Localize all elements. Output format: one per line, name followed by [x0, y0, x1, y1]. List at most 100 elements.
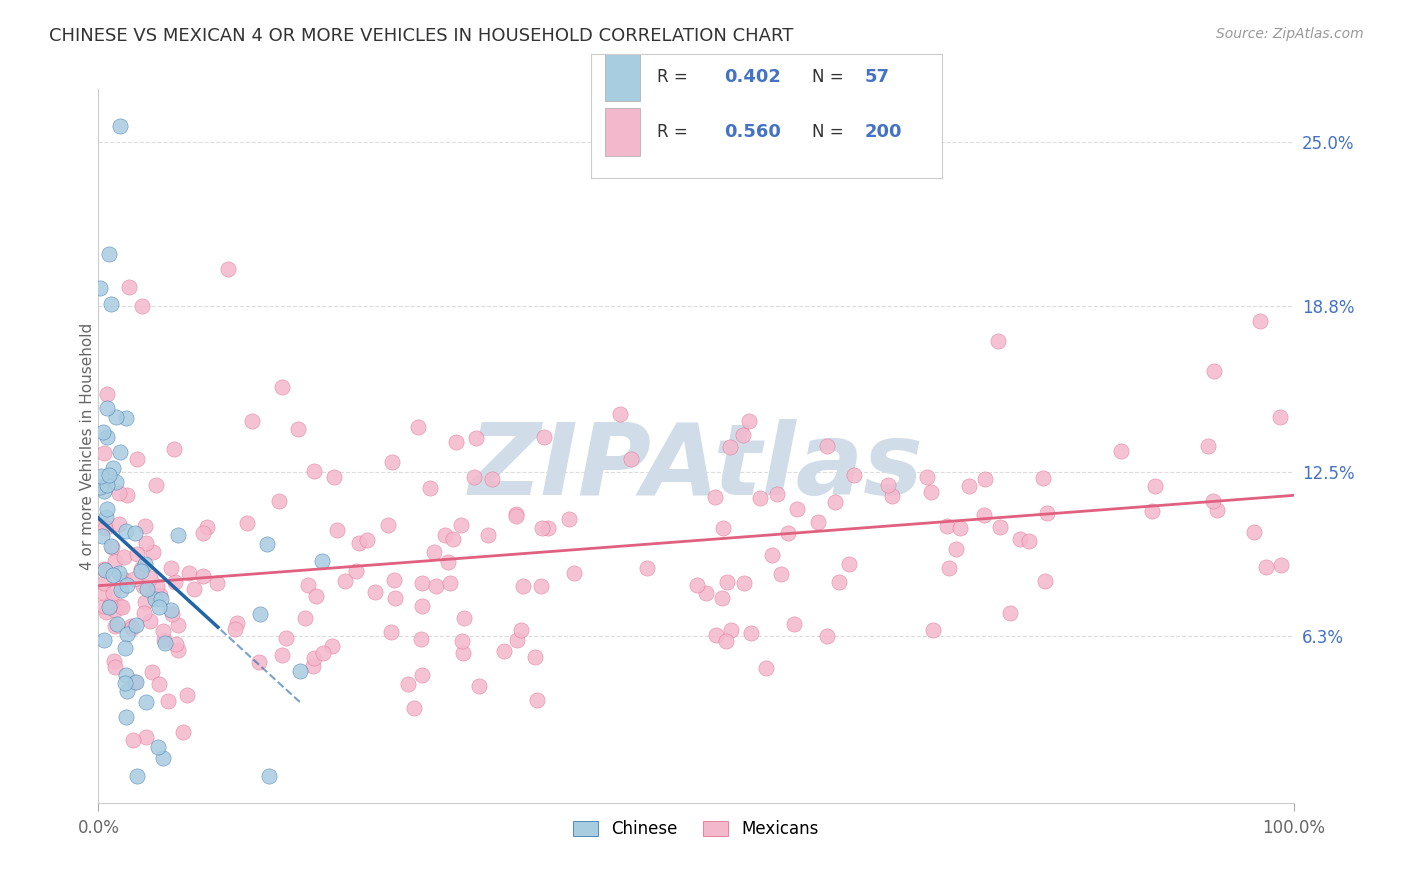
Text: CHINESE VS MEXICAN 4 OR MORE VEHICLES IN HOUSEHOLD CORRELATION CHART: CHINESE VS MEXICAN 4 OR MORE VEHICLES IN…	[49, 27, 793, 45]
Point	[134, 557, 156, 571]
Point	[842, 467, 865, 482]
Point	[104, 618, 127, 632]
Point	[1018, 534, 1040, 549]
Point	[142, 544, 165, 558]
Point	[256, 537, 278, 551]
Point	[93, 632, 115, 647]
Point	[776, 526, 799, 541]
Point	[148, 600, 170, 615]
Point	[269, 493, 291, 508]
Point	[110, 119, 132, 133]
Point	[1270, 409, 1292, 424]
Point	[377, 518, 399, 533]
Point	[111, 572, 134, 586]
Point	[115, 410, 138, 425]
Point	[125, 769, 148, 783]
Point	[711, 521, 734, 535]
Point	[1205, 502, 1227, 516]
Point	[1008, 533, 1031, 547]
Point	[326, 523, 349, 537]
Point	[226, 615, 249, 630]
Point	[177, 566, 200, 581]
Point	[131, 562, 153, 576]
Point	[451, 646, 474, 660]
Point	[807, 515, 830, 529]
Point	[922, 624, 945, 638]
Point	[89, 281, 111, 295]
Point	[236, 516, 259, 530]
Point	[271, 380, 294, 394]
Point	[287, 422, 309, 436]
Point	[711, 591, 734, 605]
Point	[104, 659, 127, 673]
Point	[110, 444, 132, 458]
Point	[526, 693, 548, 707]
Point	[207, 576, 229, 591]
Point	[686, 578, 709, 592]
Point	[915, 470, 938, 484]
Text: Source: ZipAtlas.com: Source: ZipAtlas.com	[1216, 27, 1364, 41]
Point	[347, 536, 370, 550]
Point	[142, 586, 165, 600]
Point	[450, 517, 472, 532]
Point	[197, 520, 219, 534]
Point	[533, 429, 555, 443]
Point	[108, 599, 131, 614]
Text: N =: N =	[813, 69, 849, 87]
Point	[304, 651, 326, 665]
Point	[439, 575, 461, 590]
Point	[160, 561, 183, 575]
Point	[411, 599, 433, 613]
Point	[89, 480, 111, 494]
Point	[558, 512, 581, 526]
Point	[153, 636, 176, 650]
Point	[115, 488, 138, 502]
Point	[524, 649, 547, 664]
Point	[716, 634, 738, 648]
Point	[636, 561, 658, 575]
Point	[411, 668, 433, 682]
Point	[125, 451, 148, 466]
Point	[160, 607, 183, 621]
Point	[738, 414, 761, 428]
Point	[143, 591, 166, 606]
Point	[132, 579, 155, 593]
Point	[451, 633, 474, 648]
Point	[131, 299, 153, 313]
Point	[249, 607, 271, 622]
Point	[191, 525, 214, 540]
Point	[115, 524, 138, 539]
Point	[93, 484, 115, 499]
Text: 57: 57	[865, 69, 890, 87]
Point	[176, 688, 198, 702]
Point	[134, 595, 156, 609]
Point	[104, 410, 127, 425]
Point	[344, 564, 367, 578]
Point	[153, 633, 176, 648]
Point	[224, 622, 246, 636]
Point	[108, 566, 131, 581]
Point	[718, 440, 741, 454]
Point	[152, 624, 174, 639]
Point	[96, 387, 118, 401]
Point	[957, 479, 980, 493]
Point	[766, 487, 789, 501]
Point	[468, 679, 491, 693]
Legend: Chinese, Mexicans: Chinese, Mexicans	[567, 814, 825, 845]
Point	[419, 481, 441, 495]
Point	[815, 438, 838, 452]
Point	[297, 577, 319, 591]
Point	[425, 579, 447, 593]
Point	[91, 425, 114, 439]
Point	[530, 579, 553, 593]
Point	[103, 567, 125, 582]
Text: R =: R =	[657, 123, 693, 141]
Point	[125, 675, 148, 690]
Point	[124, 618, 146, 632]
Point	[100, 296, 122, 310]
Point	[1256, 560, 1278, 574]
Point	[217, 261, 239, 276]
Point	[1143, 479, 1166, 493]
Point	[93, 562, 115, 576]
Point	[104, 603, 127, 617]
